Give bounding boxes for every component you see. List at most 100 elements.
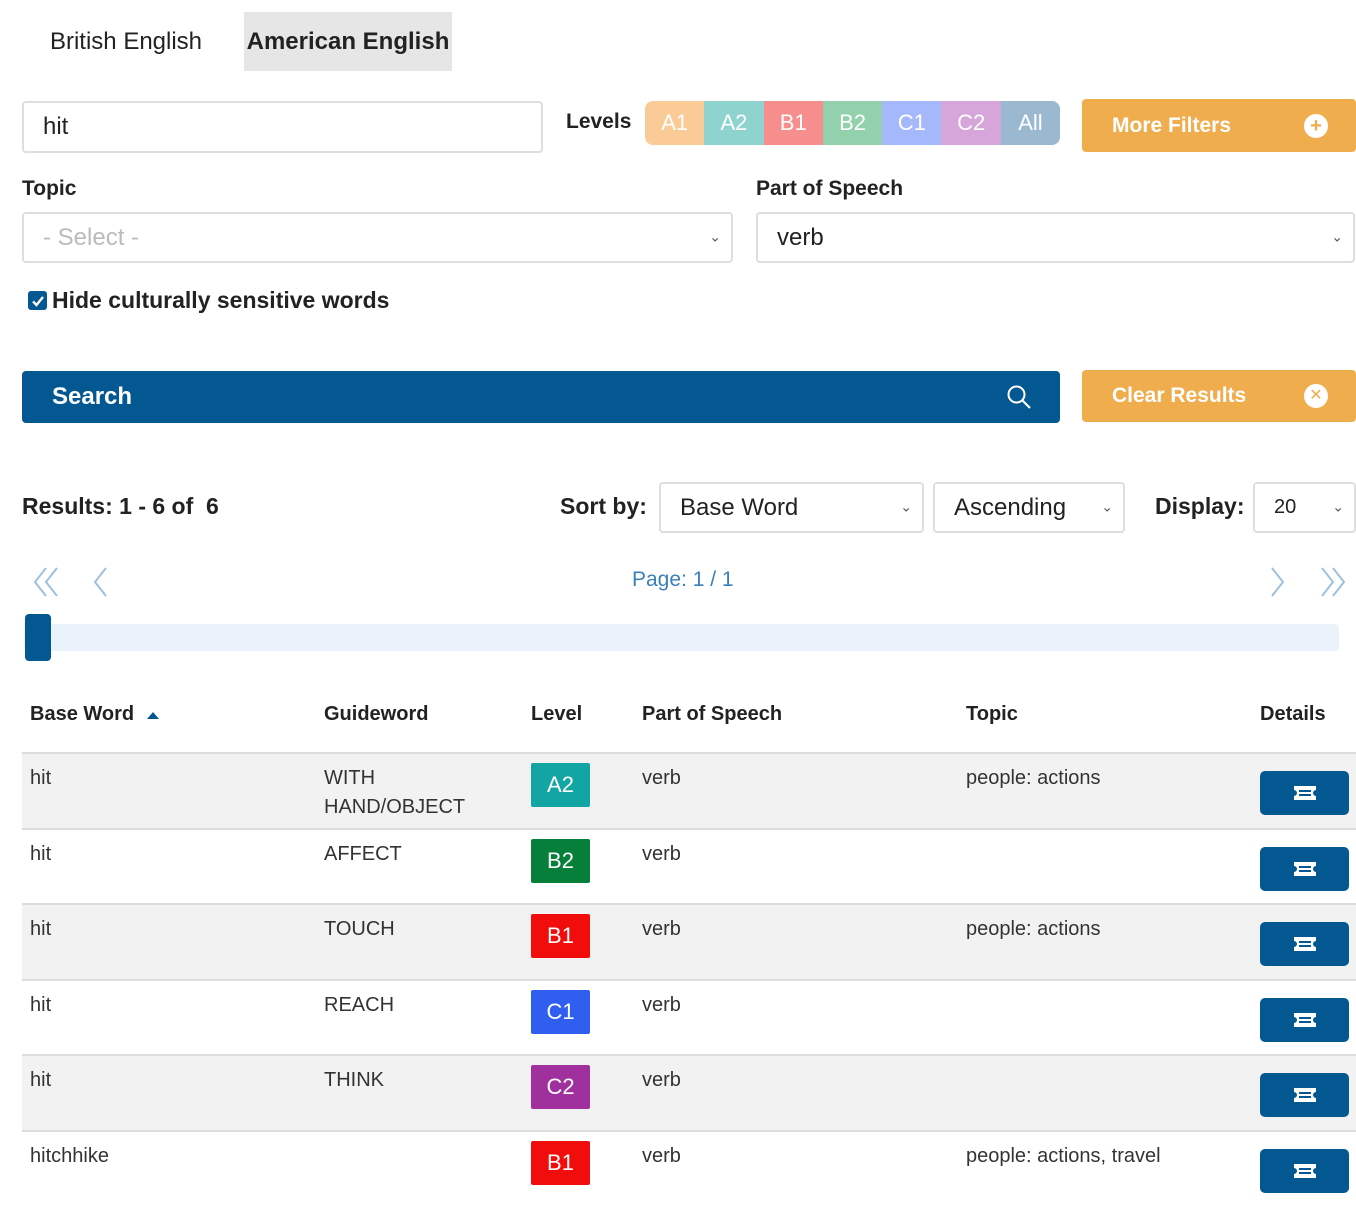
topic-cell: people: actions, travel xyxy=(966,1145,1161,1167)
base-word-cell: hit xyxy=(30,843,52,865)
chevron-down-icon: ⌄ xyxy=(900,498,912,515)
level-filter-b1[interactable]: B1 xyxy=(763,101,823,145)
page-slider-handle[interactable] xyxy=(25,614,51,661)
plus-circle-icon: + xyxy=(1304,113,1328,138)
column-header-base-word[interactable]: Base Word xyxy=(30,703,160,726)
table-row: hit THINK C2 verb xyxy=(22,1054,1356,1130)
chevron-down-icon: ⌄ xyxy=(1101,498,1113,515)
next-page-icon[interactable] xyxy=(1268,566,1288,598)
search-input[interactable]: hit xyxy=(22,101,543,153)
guideword-cell: WITH HAND/OBJECT xyxy=(324,767,466,818)
details-button[interactable] xyxy=(1260,771,1349,815)
tab-british-english[interactable]: British English xyxy=(49,27,203,55)
column-header-details: Details xyxy=(1260,703,1326,725)
ticket-icon xyxy=(1293,1164,1316,1178)
more-filters-button[interactable]: More Filters + xyxy=(1082,99,1356,152)
levels-label: Levels xyxy=(566,110,632,133)
part-of-speech-cell: verb xyxy=(642,918,681,940)
level-filter-c1[interactable]: C1 xyxy=(882,101,942,145)
level-badge: B2 xyxy=(531,839,590,883)
tab-american-english[interactable]: American English xyxy=(244,12,452,71)
topic-cell: people: actions xyxy=(966,918,1101,940)
last-page-icon[interactable] xyxy=(1319,566,1347,598)
ticket-icon xyxy=(1293,1013,1316,1027)
more-filters-label: More Filters xyxy=(1112,113,1232,137)
ticket-icon xyxy=(1293,1088,1316,1102)
level-filter-all[interactable]: All xyxy=(1000,101,1061,145)
part-of-speech-select-value: verb xyxy=(777,223,824,251)
display-label: Display: xyxy=(1155,493,1245,519)
display-count-value: 20 xyxy=(1274,496,1297,518)
column-header-topic: Topic xyxy=(966,703,1018,725)
guideword-cell: REACH xyxy=(324,994,395,1016)
search-button[interactable]: Search xyxy=(22,371,1060,423)
level-badge: C2 xyxy=(531,1065,590,1109)
guideword-cell: TOUCH xyxy=(324,918,395,940)
topic-label: Topic xyxy=(22,177,77,200)
part-of-speech-label: Part of Speech xyxy=(756,177,904,200)
clear-results-label: Clear Results xyxy=(1112,384,1247,407)
chevron-down-icon: ⌄ xyxy=(1331,228,1343,245)
level-badge: B1 xyxy=(531,1141,590,1185)
part-of-speech-cell: verb xyxy=(642,994,681,1016)
base-word-cell: hit xyxy=(30,767,52,789)
level-badge: C1 xyxy=(531,990,590,1034)
topic-cell: people: actions xyxy=(966,767,1101,789)
details-button[interactable] xyxy=(1260,998,1349,1042)
page-slider-track[interactable] xyxy=(24,624,1339,651)
page-indicator: Page: 1 / 1 xyxy=(632,568,734,591)
chevron-down-icon: ⌄ xyxy=(709,228,721,245)
guideword-cell: THINK xyxy=(324,1069,384,1091)
search-icon xyxy=(1007,385,1031,409)
part-of-speech-cell: verb xyxy=(642,1069,681,1091)
sort-order-select[interactable]: Ascending ⌄ xyxy=(933,482,1125,533)
results-count: Results: 1 - 6 of 6 xyxy=(22,493,219,519)
table-row: hitchhike B1 verb people: actions, travel xyxy=(22,1130,1356,1206)
close-circle-icon: ✕ xyxy=(1304,384,1328,408)
ticket-icon xyxy=(1293,862,1316,876)
hide-sensitive-checkbox[interactable] xyxy=(28,291,47,310)
column-header-guideword: Guideword xyxy=(324,703,429,725)
level-filter-b2[interactable]: B2 xyxy=(822,101,883,145)
chevron-down-icon: ⌄ xyxy=(1332,498,1344,515)
details-button[interactable] xyxy=(1260,922,1349,966)
topic-select-value: - Select - xyxy=(43,223,140,251)
first-page-icon[interactable] xyxy=(32,566,60,598)
check-icon xyxy=(31,295,44,307)
previous-page-icon[interactable] xyxy=(90,566,110,598)
sort-label: Sort by: xyxy=(560,493,647,519)
part-of-speech-select[interactable]: verb ⌄ xyxy=(756,212,1355,263)
level-filter-a1[interactable]: A1 xyxy=(645,101,705,145)
search-button-label: Search xyxy=(52,383,133,410)
part-of-speech-cell: verb xyxy=(642,843,681,865)
base-word-cell: hit xyxy=(30,918,52,940)
guideword-cell: AFFECT xyxy=(324,843,402,865)
level-badge: B1 xyxy=(531,914,590,958)
base-word-cell: hit xyxy=(30,1069,52,1091)
sort-field-value: Base Word xyxy=(680,493,799,521)
table-row: hit REACH C1 verb xyxy=(22,979,1356,1055)
details-button[interactable] xyxy=(1260,1073,1349,1117)
base-word-cell: hit xyxy=(30,994,52,1016)
part-of-speech-cell: verb xyxy=(642,1145,681,1167)
level-filter-a2[interactable]: A2 xyxy=(704,101,764,145)
part-of-speech-cell: verb xyxy=(642,767,681,789)
display-count-select[interactable]: 20 ⌄ xyxy=(1253,482,1356,533)
level-filter-group: A1 A2 B1 B2 C1 C2 All xyxy=(645,101,1061,145)
level-filter-c2[interactable]: C2 xyxy=(941,101,1001,145)
ticket-icon xyxy=(1293,786,1316,800)
sort-field-select[interactable]: Base Word ⌄ xyxy=(659,482,924,533)
details-button[interactable] xyxy=(1260,1149,1349,1193)
details-button[interactable] xyxy=(1260,847,1349,891)
hide-sensitive-label[interactable]: Hide culturally sensitive words xyxy=(52,287,390,313)
sort-ascending-icon xyxy=(146,711,159,719)
clear-results-button[interactable]: Clear Results ✕ xyxy=(1082,370,1356,422)
base-word-cell: hitchhike xyxy=(30,1145,109,1167)
topic-select[interactable]: - Select - ⌄ xyxy=(22,212,733,263)
search-input-value: hit xyxy=(43,113,69,140)
ticket-icon xyxy=(1293,937,1316,951)
table-row: hit WITH HAND/OBJECT A2 verb people: actions xyxy=(22,752,1356,828)
column-header-part-of-speech: Part of Speech xyxy=(642,703,783,725)
column-header-base-word-label: Base Word xyxy=(30,703,135,725)
table-row: hit TOUCH B1 verb people: actions xyxy=(22,903,1356,979)
